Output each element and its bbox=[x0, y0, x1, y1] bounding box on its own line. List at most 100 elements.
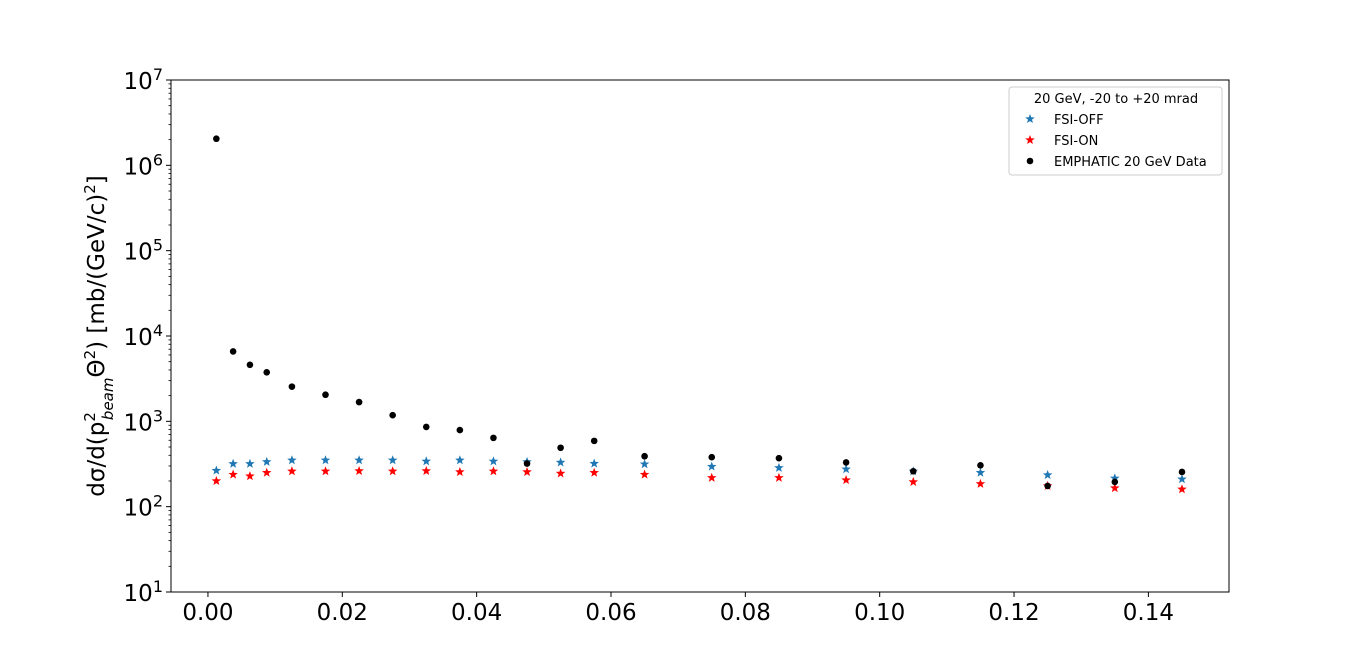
x-axis: 0.00 0.02 0.04 0.06 0.08 0.10 0.12 0.14 bbox=[182, 592, 1174, 626]
y-tick-label: 104 bbox=[124, 321, 163, 352]
legend-entry-emphatic-data: EMPHATIC 20 GeV Data bbox=[1054, 155, 1207, 170]
fsi-off-point bbox=[589, 458, 599, 468]
emphatic-data-point bbox=[708, 453, 716, 461]
data-points bbox=[211, 135, 1187, 494]
emphatic-data-point bbox=[590, 437, 598, 445]
y-tick-label: 101 bbox=[124, 577, 163, 608]
emphatic-data-point bbox=[355, 398, 363, 406]
fsi-on-point bbox=[261, 467, 272, 477]
fsi-on-point bbox=[1177, 484, 1187, 494]
y-tick-label: 107 bbox=[124, 65, 163, 96]
fsi-off-point bbox=[707, 461, 717, 471]
emphatic-data-point bbox=[490, 434, 497, 442]
x-tick-label: 0.00 bbox=[182, 600, 233, 626]
fsi-off-point bbox=[455, 455, 465, 465]
ylabel-mid: ) [mb/(GeV/c) bbox=[84, 194, 110, 350]
fsi-on-point bbox=[387, 466, 398, 476]
emphatic-data-point bbox=[1111, 478, 1119, 486]
fsi-on-point bbox=[774, 472, 784, 482]
fsi-off-point bbox=[555, 457, 566, 467]
fsi-on-point bbox=[421, 465, 432, 476]
emphatic-data-point bbox=[1178, 468, 1186, 476]
fsi-on-point bbox=[228, 469, 238, 479]
emphatic-data-point bbox=[557, 444, 564, 452]
emphatic-data-point bbox=[246, 361, 254, 369]
x-tick-label: 0.06 bbox=[585, 600, 636, 626]
ylabel-sub1: beam bbox=[99, 378, 117, 421]
y-tick-label: 105 bbox=[124, 235, 163, 266]
legend-marker bbox=[1025, 135, 1035, 145]
x-tick-label: 0.02 bbox=[317, 600, 368, 626]
x-tick-label: 0.14 bbox=[1123, 600, 1174, 626]
emphatic-data-point bbox=[909, 467, 917, 475]
fsi-off-point bbox=[245, 458, 255, 468]
emphatic-data-point bbox=[1044, 482, 1051, 490]
fsi-off-point bbox=[639, 459, 650, 469]
fsi-off-point bbox=[421, 456, 432, 466]
fsi-on-point bbox=[841, 475, 851, 485]
x-tick-label: 0.04 bbox=[451, 600, 502, 626]
emphatic-data-point bbox=[977, 462, 984, 469]
legend-entries: FSI-OFF FSI-ON EMPHATIC 20 GeV Data bbox=[1025, 113, 1207, 170]
fsi-off-point bbox=[1177, 474, 1187, 484]
fsi-on-point bbox=[522, 466, 532, 477]
fsi-off-point bbox=[1110, 473, 1120, 483]
legend-marker bbox=[1025, 114, 1035, 124]
ylabel-theta: Θ bbox=[84, 359, 110, 377]
ylabel-prefix: dσ/d(p bbox=[84, 422, 110, 497]
fsi-on-point bbox=[287, 466, 297, 476]
fsi-off-point bbox=[1042, 470, 1053, 480]
fsi-off-point bbox=[320, 455, 331, 465]
fsi-off-point bbox=[287, 455, 297, 465]
fsi-on-point bbox=[555, 468, 566, 478]
fsi-off-point bbox=[488, 456, 499, 466]
y-tick-label: 106 bbox=[124, 150, 163, 181]
ylabel-sup2: 2 bbox=[81, 350, 99, 360]
fsi-on-point bbox=[488, 466, 499, 476]
fsi-off-point bbox=[774, 462, 784, 472]
fsi-on-point bbox=[908, 476, 919, 486]
ylabel-sup1: 2 bbox=[81, 412, 99, 422]
fsi-off-point bbox=[211, 465, 222, 475]
fsi-off-point bbox=[387, 455, 398, 465]
emphatic-data-point bbox=[641, 452, 648, 460]
emphatic-data-point bbox=[523, 460, 531, 467]
emphatic-data-point bbox=[842, 459, 850, 466]
legend-entry-fsi-off: FSI-OFF bbox=[1054, 113, 1104, 128]
fsi-on-point bbox=[639, 469, 650, 479]
legend-title: 20 GeV, -20 to +20 mrad bbox=[1034, 92, 1198, 107]
fsi-on-point bbox=[455, 466, 465, 477]
y-axis: 101 102 103 104 105 106 107 bbox=[124, 65, 171, 608]
emphatic-data-point bbox=[389, 411, 396, 419]
fsi-off-point bbox=[228, 458, 238, 468]
legend-marker bbox=[1026, 157, 1034, 165]
fsi-off-point bbox=[354, 455, 364, 465]
fsi-on-point bbox=[354, 465, 364, 476]
emphatic-data-point bbox=[229, 348, 237, 355]
emphatic-data-point bbox=[775, 454, 783, 462]
fsi-on-point bbox=[320, 466, 331, 476]
fsi-on-point bbox=[245, 471, 255, 481]
emphatic-data-point bbox=[322, 391, 329, 399]
emphatic-data-point bbox=[456, 426, 464, 434]
emphatic-data-point bbox=[422, 423, 430, 431]
ylabel-sup3: 2 bbox=[81, 184, 99, 194]
fsi-on-point bbox=[211, 475, 222, 486]
fsi-off-point bbox=[975, 467, 986, 477]
fsi-on-point bbox=[589, 467, 599, 477]
emphatic-data-point bbox=[213, 135, 220, 143]
y-axis-label: dσ/d(p2beamΘ2) [mb/(GeV/c)2] bbox=[81, 175, 117, 496]
legend-box bbox=[1008, 86, 1223, 176]
x-tick-label: 0.08 bbox=[720, 600, 771, 626]
emphatic-data-point bbox=[288, 383, 296, 390]
legend-entry-fsi-on: FSI-ON bbox=[1054, 134, 1098, 149]
y-tick-label: 103 bbox=[124, 406, 163, 437]
fsi-on-point bbox=[975, 478, 986, 488]
ylabel-suffix: ] bbox=[84, 175, 110, 184]
x-tick-label: 0.12 bbox=[988, 600, 1039, 626]
y-tick-label: 102 bbox=[124, 491, 163, 522]
fsi-off-point bbox=[261, 456, 272, 466]
x-tick-label: 0.10 bbox=[854, 600, 905, 626]
emphatic-data-point bbox=[263, 369, 271, 376]
